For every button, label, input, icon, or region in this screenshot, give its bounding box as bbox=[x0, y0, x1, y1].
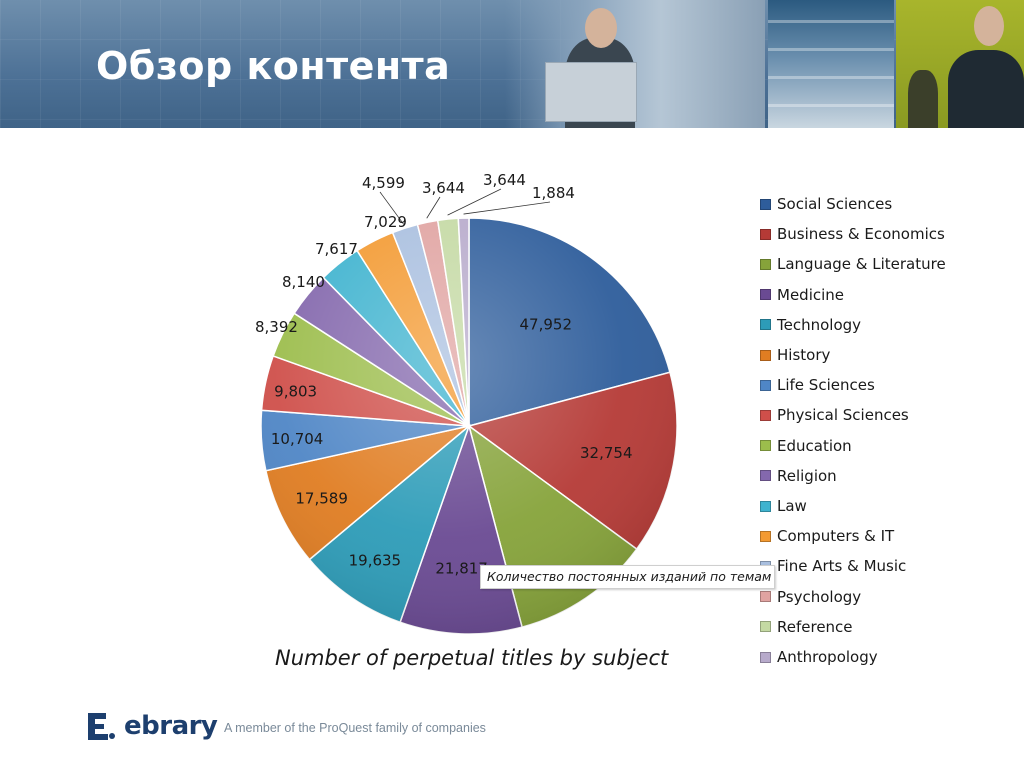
legend-label: Education bbox=[777, 436, 852, 455]
legend-swatch bbox=[760, 591, 771, 603]
legend-label: Anthropology bbox=[777, 648, 878, 666]
data-label: 7,029 bbox=[364, 213, 407, 231]
data-label: 1,884 bbox=[532, 184, 575, 202]
legend-label: Computers & IT bbox=[777, 527, 895, 546]
legend-label: Religion bbox=[777, 466, 837, 485]
legend-swatch bbox=[760, 409, 771, 421]
legend-item: Psychology bbox=[760, 586, 861, 608]
man-face bbox=[974, 6, 1004, 46]
data-label: 19,635 bbox=[349, 551, 402, 569]
banner-photo-businessmen bbox=[896, 0, 1024, 128]
legend-item: Language & Literature bbox=[760, 253, 946, 275]
legend-swatch bbox=[760, 651, 771, 663]
legend-swatch bbox=[760, 228, 771, 240]
legend-swatch bbox=[760, 289, 771, 301]
legend-item: Life Sciences bbox=[760, 374, 875, 396]
legend-swatch bbox=[760, 530, 771, 542]
legend-swatch bbox=[760, 500, 771, 512]
pie-sheen bbox=[261, 218, 677, 634]
data-label: 3,644 bbox=[483, 171, 526, 189]
shelf bbox=[768, 104, 894, 107]
legend-item: Social Sciences bbox=[760, 193, 892, 215]
leader-line bbox=[447, 188, 502, 216]
legend-item: Physical Sciences bbox=[760, 404, 909, 426]
legend-item: Business & Economics bbox=[760, 223, 945, 245]
legend-label: Fine Arts & Music bbox=[777, 557, 907, 576]
man-figure bbox=[948, 50, 1024, 128]
legend-label: Social Sciences bbox=[777, 195, 893, 213]
data-label: 3,644 bbox=[422, 179, 465, 197]
legend-item: Fine Arts & Music bbox=[760, 555, 906, 577]
legend-swatch bbox=[760, 470, 771, 482]
ebrary-e-icon bbox=[84, 709, 118, 743]
laptop bbox=[545, 62, 637, 122]
data-label: 8,392 bbox=[255, 318, 298, 336]
legend-item: Reference bbox=[760, 616, 853, 638]
legend-item: History bbox=[760, 344, 830, 366]
shelf bbox=[768, 20, 894, 23]
page-title: Обзор контента bbox=[96, 44, 451, 88]
legend-item: Computers & IT bbox=[760, 525, 894, 547]
legend-swatch bbox=[760, 379, 771, 391]
banner-photo-woman-laptop bbox=[505, 0, 765, 128]
chart-caption: Number of perpetual titles by subject bbox=[275, 646, 669, 670]
header-banner: Обзор контента bbox=[0, 0, 1024, 128]
legend-item: Technology bbox=[760, 314, 861, 336]
legend-label: Life Sciences bbox=[777, 376, 875, 395]
data-label: 32,754 bbox=[580, 444, 633, 462]
legend-label: Technology bbox=[777, 315, 862, 334]
legend-label: Medicine bbox=[777, 285, 845, 304]
legend-label: Business & Economics bbox=[777, 225, 945, 244]
legend-swatch bbox=[760, 349, 771, 361]
data-label: 4,599 bbox=[362, 174, 405, 192]
leader-line bbox=[379, 191, 404, 225]
legend-swatch bbox=[760, 319, 771, 331]
legend-swatch bbox=[760, 621, 771, 633]
data-label: 7,617 bbox=[315, 240, 358, 258]
shelf bbox=[768, 48, 894, 51]
logo-text: ebrary bbox=[124, 711, 218, 741]
legend-item: Religion bbox=[760, 465, 837, 487]
data-label: 47,952 bbox=[520, 316, 573, 334]
footer-tagline: A member of the ProQuest family of compa… bbox=[224, 721, 486, 735]
data-label: 21,817 bbox=[435, 559, 488, 577]
legend-label: Psychology bbox=[777, 587, 862, 606]
data-label: 17,589 bbox=[295, 490, 348, 508]
legend-label: Law bbox=[777, 497, 807, 515]
background-figure bbox=[908, 70, 938, 128]
legend-swatch bbox=[760, 198, 771, 210]
legend-swatch bbox=[760, 258, 771, 270]
legend-label: Language & Literature bbox=[777, 255, 946, 274]
data-label: 9,803 bbox=[274, 383, 317, 401]
legend-item: Medicine bbox=[760, 284, 844, 306]
legend-item: Anthropology bbox=[760, 646, 878, 668]
legend-label: History bbox=[777, 346, 831, 364]
legend-swatch bbox=[760, 440, 771, 452]
legend-label: Physical Sciences bbox=[777, 406, 909, 425]
data-label: 10,704 bbox=[271, 430, 324, 448]
leader-line bbox=[463, 201, 551, 215]
woman-face bbox=[585, 8, 617, 48]
chart-tooltip: Количество постоянных изданий по темам bbox=[480, 565, 775, 589]
leader-line bbox=[426, 196, 441, 219]
legend-item: Education bbox=[760, 435, 852, 457]
shelf bbox=[768, 76, 894, 79]
legend-item: Law bbox=[760, 495, 807, 517]
data-label: 8,140 bbox=[282, 273, 325, 291]
banner-photo-library bbox=[768, 0, 894, 128]
ebrary-logo[interactable]: ebrary bbox=[84, 706, 218, 746]
legend-label: Reference bbox=[777, 617, 853, 636]
